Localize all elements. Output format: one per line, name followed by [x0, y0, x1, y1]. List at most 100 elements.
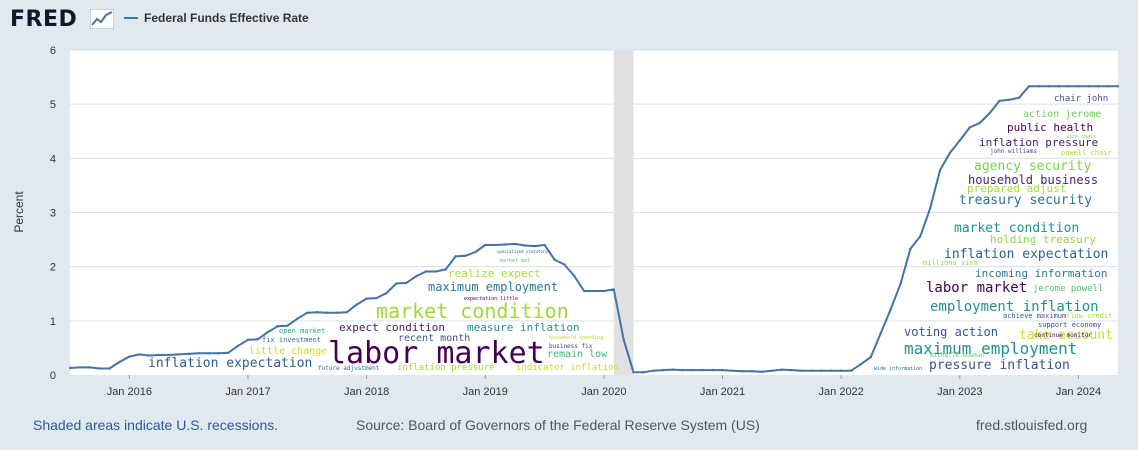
data-point — [167, 353, 171, 357]
data-point — [662, 368, 665, 372]
y-axis-label: Percent — [12, 191, 26, 233]
data-point — [790, 368, 793, 372]
word-cloud-term: treasury security — [959, 193, 1092, 208]
y-tick-label: 6 — [50, 45, 56, 57]
line-chart-icon — [90, 9, 114, 29]
word-cloud-term: flow credit — [1066, 312, 1112, 320]
word-cloud-term: employment inflation — [930, 299, 1099, 315]
data-point — [306, 311, 309, 314]
word-cloud-term: expect condition — [339, 321, 445, 334]
data-point — [157, 353, 161, 357]
word-cloud-term: chair john — [1054, 94, 1108, 104]
word-cloud-term: voting action — [904, 325, 998, 339]
data-point — [681, 368, 685, 372]
data-point — [652, 369, 655, 372]
word-cloud-term: little change — [249, 346, 327, 357]
data-point — [750, 370, 754, 373]
data-point — [484, 243, 487, 247]
word-cloud-term: measure inflation — [467, 321, 580, 334]
word-cloud-2016-2020: labor market market condition maximum empl… — [148, 249, 619, 373]
data-point — [553, 258, 556, 261]
word-cloud-term: remain low — [547, 349, 608, 360]
data-point — [731, 369, 734, 372]
data-point — [958, 139, 962, 142]
word-cloud-term: public health — [1007, 121, 1093, 134]
data-point — [909, 247, 912, 250]
word-cloud-term: labor market — [926, 280, 1027, 296]
data-point — [622, 338, 625, 341]
data-point — [296, 317, 299, 320]
data-point — [404, 281, 408, 285]
data-point — [741, 370, 744, 373]
site-link[interactable]: fred.stlouisfed.org — [976, 417, 1088, 433]
word-cloud-term: specialized statutory — [497, 249, 548, 254]
recession-band — [613, 50, 634, 375]
data-point — [1087, 85, 1090, 88]
data-point — [988, 112, 991, 115]
x-tick-label: Jan 2019 — [463, 386, 508, 398]
data-point — [68, 366, 72, 370]
data-point — [879, 332, 882, 335]
data-point — [464, 254, 467, 258]
data-point — [919, 235, 922, 238]
data-point — [138, 353, 141, 356]
data-point — [830, 369, 833, 372]
data-point — [543, 243, 546, 247]
word-cloud-term: take account — [1019, 328, 1113, 343]
legend-label: Federal Funds Effective Rate — [144, 11, 309, 25]
data-point — [108, 367, 111, 370]
word-cloud-term: recent month — [398, 333, 470, 344]
word-cloud-term: wide information — [874, 366, 922, 372]
data-point — [780, 368, 784, 371]
data-point — [849, 369, 853, 372]
word-cloud-term: household business — [968, 173, 1098, 187]
word-cloud-term: household spending — [549, 335, 603, 341]
data-point — [385, 292, 388, 295]
data-point — [1057, 85, 1060, 88]
data-point — [721, 368, 724, 372]
x-tick-label: Jan 2020 — [581, 386, 626, 398]
data-point — [365, 297, 368, 300]
word-cloud-term: labor market — [328, 336, 545, 371]
data-point — [632, 371, 635, 374]
y-tick-label: 5 — [50, 99, 56, 111]
series-federal-funds-rate — [68, 85, 1120, 374]
data-point — [691, 368, 695, 372]
data-point — [948, 151, 952, 155]
word-cloud-term: michelle bowman — [930, 352, 985, 359]
recession-note: Shaded areas indicate U.S. recessions. — [33, 417, 279, 433]
x-axis-tick-labels: Jan 2016 Jan 2017 Jan 2018 Jan 2019 Jan 2020… — [107, 375, 1101, 398]
data-point — [612, 288, 615, 291]
data-point — [256, 338, 260, 341]
data-point — [928, 206, 932, 210]
y-tick-label: 4 — [50, 153, 56, 165]
y-tick-label: 1 — [50, 316, 56, 328]
word-cloud-term: agency security — [974, 159, 1092, 174]
fred-logo[interactable]: FRED — [10, 7, 78, 32]
x-tick-label: Jan 2024 — [1056, 386, 1101, 398]
data-point — [444, 268, 447, 271]
data-point — [217, 352, 220, 355]
data-point — [1008, 98, 1011, 102]
data-point — [236, 344, 240, 347]
data-point — [582, 289, 586, 293]
data-point — [820, 369, 823, 372]
word-cloud-term: business fix — [549, 343, 593, 350]
word-cloud-term: jerome powell — [1033, 284, 1103, 294]
data-point — [1106, 85, 1110, 88]
word-cloud-term: maximum employment — [904, 339, 1077, 358]
data-point — [1027, 85, 1031, 88]
data-point — [839, 369, 843, 372]
word-cloud-term: future adjustment — [318, 365, 380, 372]
word-cloud-term: achieve maximum — [1003, 312, 1066, 320]
data-point — [454, 255, 457, 258]
word-cloud-term: realize expect — [448, 267, 541, 280]
word-cloud-term: support economy — [1038, 321, 1101, 329]
data-point — [286, 324, 289, 327]
data-point — [938, 169, 942, 172]
data-point — [197, 352, 200, 355]
data-point — [177, 353, 180, 356]
x-tick-label: Jan 2016 — [107, 386, 152, 398]
data-point — [1097, 85, 1100, 88]
data-point — [1116, 85, 1120, 88]
